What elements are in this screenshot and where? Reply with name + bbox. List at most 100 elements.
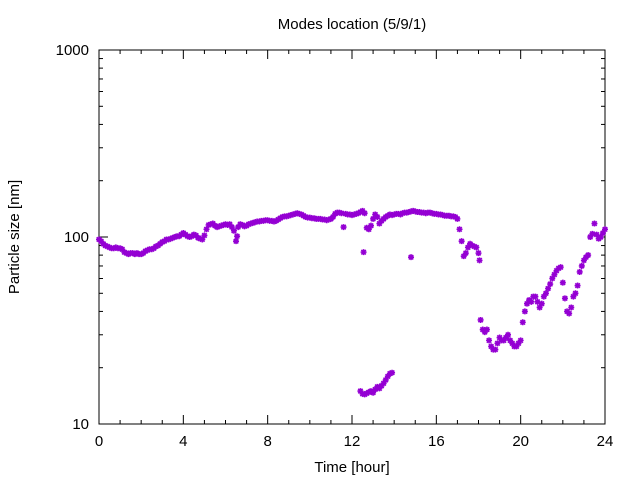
data-point: [106, 244, 113, 251]
data-point: [144, 247, 151, 254]
data-point: [477, 316, 484, 323]
data-point: [230, 227, 237, 234]
data-point: [165, 236, 172, 243]
data-point: [505, 331, 512, 338]
data-point: [523, 300, 530, 307]
data-point: [226, 221, 233, 228]
data-point: [197, 235, 204, 242]
data-point: [576, 268, 583, 275]
data-point: [102, 242, 109, 249]
data-point: [454, 215, 461, 222]
data-point: [228, 224, 235, 231]
data-point: [597, 234, 604, 240]
data-point: [547, 281, 554, 288]
data-point: [585, 252, 592, 259]
chart-title: Modes location (5/9/1): [278, 16, 426, 33]
data-point: [528, 298, 535, 305]
y-tick-label: 100: [64, 229, 89, 246]
data-point: [110, 245, 117, 252]
data-point: [494, 340, 501, 347]
data-point: [338, 210, 345, 217]
data-point: [192, 232, 199, 239]
data-point: [378, 382, 385, 389]
tick-marks: [98, 49, 606, 425]
data-point: [509, 340, 516, 347]
data-point: [458, 238, 465, 245]
data-point: [481, 329, 488, 336]
data-point: [557, 264, 564, 271]
data-point: [374, 213, 381, 220]
x-tick-label: 24: [597, 433, 614, 450]
data-point: [534, 298, 541, 305]
data-point: [542, 290, 549, 297]
data-point: [462, 250, 469, 257]
data-point: [580, 257, 587, 264]
data-point: [574, 282, 581, 289]
data-point: [593, 231, 600, 238]
data-point: [117, 245, 124, 252]
data-point: [589, 230, 596, 237]
data-point: [408, 254, 415, 261]
data-point: [372, 211, 379, 218]
data-point: [532, 293, 539, 300]
data-point: [507, 337, 514, 344]
data-point: [98, 238, 105, 245]
data-point: [570, 293, 577, 300]
data-point: [167, 235, 174, 242]
data-point: [104, 243, 111, 250]
data-point: [367, 222, 374, 229]
data-points: [96, 207, 608, 398]
x-tick-label: 8: [263, 433, 271, 450]
data-point: [330, 213, 337, 220]
data-point: [340, 224, 347, 231]
data-point: [112, 244, 119, 251]
data-point: [376, 385, 383, 392]
data-point: [488, 343, 495, 350]
data-point: [513, 343, 520, 350]
data-point: [148, 246, 155, 253]
data-point: [515, 340, 522, 347]
data-point: [169, 234, 176, 241]
data-point: [456, 226, 463, 233]
data-point: [545, 285, 552, 292]
data-point: [599, 230, 606, 237]
data-point: [502, 334, 509, 341]
y-tick-label: 1000: [56, 42, 89, 59]
data-point: [475, 250, 482, 257]
data-point: [201, 232, 208, 239]
data-point: [234, 233, 241, 240]
data-point: [360, 249, 367, 256]
data-point: [372, 386, 379, 393]
x-tick-label: 12: [344, 433, 361, 450]
data-point: [370, 389, 377, 396]
data-point: [235, 224, 242, 231]
data-point: [186, 234, 193, 240]
data-point: [382, 376, 389, 383]
data-point: [553, 267, 560, 274]
data-point: [152, 243, 159, 250]
data-point: [199, 236, 206, 243]
data-point: [370, 215, 377, 222]
data-point: [578, 262, 585, 269]
data-point: [119, 246, 126, 253]
x-tick-label: 4: [179, 433, 187, 450]
data-point: [602, 226, 608, 233]
data-point: [464, 244, 471, 251]
x-tick-label: 0: [95, 433, 103, 450]
data-point: [380, 380, 387, 387]
data-point: [572, 290, 579, 297]
data-point: [171, 234, 178, 240]
data-point: [386, 370, 393, 377]
data-point: [361, 210, 368, 217]
data-point: [568, 304, 575, 311]
data-point: [473, 244, 480, 251]
y-tick-label: 10: [72, 416, 89, 433]
data-point: [566, 310, 573, 317]
x-tick-label: 16: [428, 433, 445, 450]
data-point: [159, 239, 166, 246]
x-axis-label: Time [hour]: [314, 459, 389, 476]
data-point: [195, 234, 202, 241]
data-point: [389, 369, 396, 376]
data-point: [587, 234, 594, 240]
